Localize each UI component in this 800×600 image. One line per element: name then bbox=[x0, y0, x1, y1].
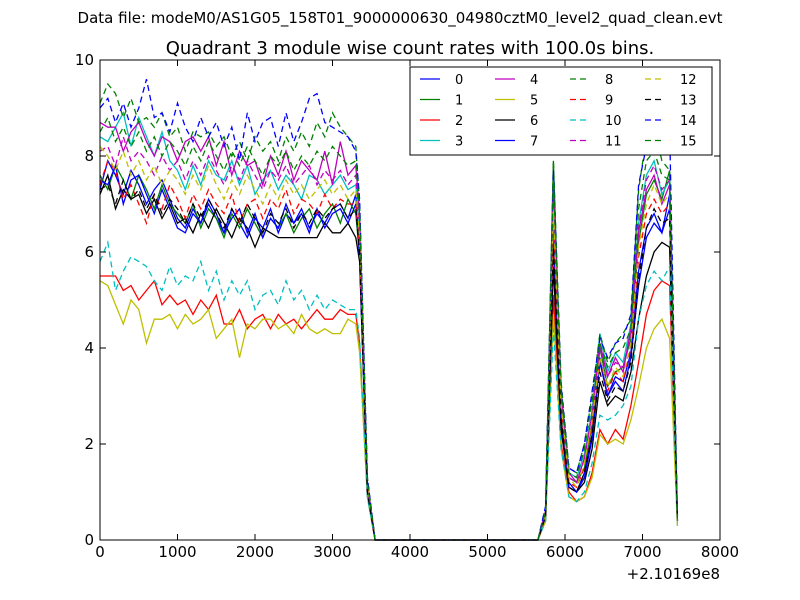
legend-label-2: 2 bbox=[455, 114, 463, 129]
y-tick-label: 6 bbox=[84, 243, 94, 261]
series-line-5 bbox=[99, 280, 679, 541]
chart-title: Quadrant 3 module wise count rates with … bbox=[166, 38, 655, 59]
plot-area bbox=[99, 79, 679, 541]
legend-label-6: 6 bbox=[530, 114, 538, 129]
series-line-11 bbox=[99, 134, 679, 541]
x-tick-label: 6000 bbox=[546, 543, 584, 561]
legend-label-13: 13 bbox=[680, 94, 697, 109]
legend-label-7: 7 bbox=[530, 135, 538, 150]
y-tick-label: 10 bbox=[75, 51, 94, 69]
x-tick-label: 0 bbox=[95, 543, 105, 561]
x-tick-label: 1000 bbox=[158, 543, 196, 561]
legend-label-9: 9 bbox=[605, 94, 613, 109]
x-tick-label: 4000 bbox=[391, 543, 429, 561]
x-tick-label: 2000 bbox=[236, 543, 274, 561]
y-tick-label: 2 bbox=[84, 435, 94, 453]
series-line-2 bbox=[100, 275, 679, 541]
legend-label-12: 12 bbox=[680, 73, 697, 88]
legend-label-1: 1 bbox=[455, 94, 463, 109]
series-line-0 bbox=[99, 159, 679, 541]
series-line-1 bbox=[99, 160, 679, 541]
legend-label-11: 11 bbox=[605, 135, 622, 150]
legend-label-5: 5 bbox=[530, 94, 538, 109]
series-line-13 bbox=[99, 178, 679, 541]
series-line-7 bbox=[99, 163, 679, 541]
legend-label-10: 10 bbox=[605, 114, 622, 129]
series-line-9 bbox=[99, 159, 679, 541]
legend-label-14: 14 bbox=[680, 114, 697, 129]
series-line-15 bbox=[99, 115, 679, 541]
series-line-10 bbox=[99, 240, 679, 541]
series-line-14 bbox=[99, 79, 679, 541]
x-tick-label: 8000 bbox=[701, 543, 739, 561]
legend-label-15: 15 bbox=[680, 135, 697, 150]
x-tick-label: 3000 bbox=[313, 543, 351, 561]
legend-label-3: 3 bbox=[455, 135, 463, 150]
x-tick-label: 5000 bbox=[468, 543, 506, 561]
y-tick-label: 4 bbox=[84, 339, 94, 357]
figure-suptitle: Data file: modeM0/AS1G05_158T01_90000006… bbox=[77, 9, 723, 27]
legend-box bbox=[409, 66, 713, 156]
y-tick-label: 8 bbox=[84, 147, 94, 165]
legend-label-8: 8 bbox=[605, 73, 613, 88]
x-tick-label: 7000 bbox=[623, 543, 661, 561]
y-tick-label: 0 bbox=[84, 531, 94, 549]
x-offset-label: +2.10169e8 bbox=[627, 565, 720, 583]
series-line-6 bbox=[99, 173, 679, 541]
series-line-8 bbox=[99, 82, 679, 541]
legend-label-4: 4 bbox=[530, 73, 538, 88]
legend-label-0: 0 bbox=[455, 73, 463, 88]
